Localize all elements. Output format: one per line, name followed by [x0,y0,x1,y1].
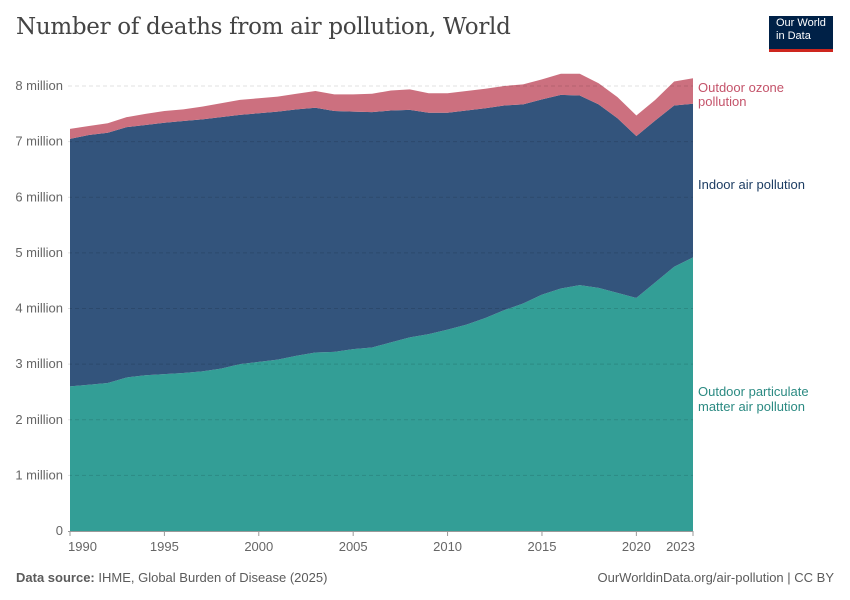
y-tick-label: 7 million [15,134,63,149]
y-tick-label: 2 million [15,412,63,427]
series-label: Indoor air pollution [698,177,805,192]
chart-title: Number of deaths from air pollution, Wor… [16,14,511,40]
area-indoor-air-pollution [70,94,693,387]
owid-logo[interactable]: Our World in Data [769,16,833,52]
x-tick-label: 1995 [150,539,179,554]
series-label: pollution [698,94,746,109]
source-link[interactable]: IHME, Global Burden of Disease (2025) [98,570,328,585]
x-tick-label: 2010 [433,539,462,554]
y-tick-label: 0 [56,523,63,538]
y-tick-label: 3 million [15,356,63,371]
y-tick-label: 5 million [15,245,63,260]
y-tick-label: 8 million [15,78,63,93]
y-tick-label: 1 million [15,467,63,482]
series-label: Outdoor particulate [698,384,809,399]
x-tick-label: 2005 [339,539,368,554]
area-outdoor-particulate-matter-air-pollution [70,257,693,531]
y-tick-label: 6 million [15,189,63,204]
logo-line2: in Data [776,30,811,42]
data-source: Data source: IHME, Global Burden of Dise… [16,570,327,585]
series-label: matter air pollution [698,399,805,414]
area-outdoor-ozone-pollution [70,73,693,139]
footer-link[interactable]: OurWorldinData.org/air-pollution | CC BY [597,570,834,585]
source-label: Data source: [16,570,95,585]
y-tick-label: 4 million [15,301,63,316]
logo-line1: Our World [776,17,826,29]
series-label: Outdoor ozone [698,80,784,95]
x-tick-label: 2023 [666,539,695,554]
x-tick-label: 2000 [244,539,273,554]
x-tick-label: 1990 [68,539,97,554]
x-tick-label: 2015 [528,539,557,554]
x-tick-label: 2020 [622,539,651,554]
